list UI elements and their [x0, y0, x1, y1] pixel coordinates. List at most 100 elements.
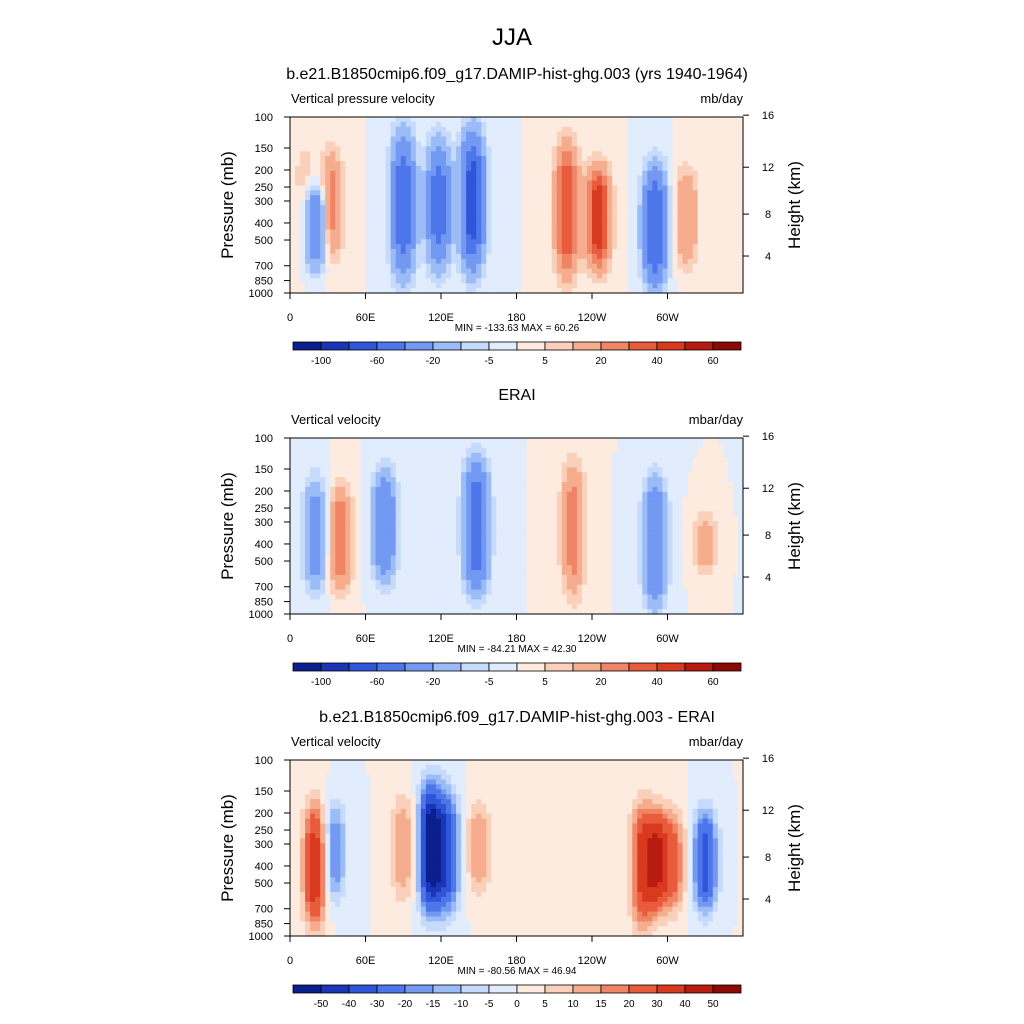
field-cell	[642, 219, 648, 226]
field-cell	[420, 121, 427, 128]
field-cell	[667, 205, 674, 211]
field-cell	[375, 530, 382, 537]
field-cell	[737, 175, 744, 182]
field-cell	[330, 477, 336, 483]
field-cell	[365, 234, 372, 240]
field-cell	[355, 200, 362, 206]
field-cell	[425, 190, 432, 196]
field-cell	[561, 180, 568, 187]
field-cell	[481, 535, 487, 542]
field-cell	[516, 467, 523, 473]
field-cell	[380, 205, 387, 211]
field-cell	[667, 185, 674, 191]
field-cell	[506, 521, 513, 527]
field-cell	[435, 180, 442, 187]
field-cell	[446, 506, 452, 512]
field-cell	[541, 273, 548, 279]
field-cell	[425, 229, 432, 235]
field-cell	[456, 506, 462, 512]
field-cell	[415, 589, 422, 596]
field-cell	[546, 224, 553, 231]
field-cell	[672, 205, 679, 211]
field-cell	[526, 249, 533, 255]
field-cell	[737, 278, 744, 284]
field-cell	[320, 467, 326, 473]
field-cell	[511, 121, 518, 128]
field-cell	[390, 219, 397, 226]
field-cell	[315, 229, 321, 235]
right-tick-label: 8	[765, 209, 771, 221]
field-cell	[506, 200, 513, 206]
field-cell	[410, 263, 417, 270]
field-cell	[345, 146, 351, 152]
field-cell	[405, 190, 412, 196]
field-cell	[305, 258, 311, 265]
field-cell	[405, 530, 412, 537]
field-cell	[350, 229, 357, 235]
field-cell	[536, 200, 543, 206]
field-cell	[441, 170, 447, 177]
field-cell	[410, 249, 417, 255]
field-cell	[647, 151, 653, 157]
field-cell	[581, 253, 588, 260]
field-cell	[602, 141, 608, 147]
field-cell	[395, 486, 402, 493]
field-cell	[415, 249, 422, 255]
field-cell	[405, 136, 412, 143]
field-cell	[677, 146, 684, 152]
field-cell	[707, 249, 714, 255]
field-cell	[506, 545, 513, 552]
field-cell	[566, 253, 573, 260]
field-cell	[496, 511, 502, 517]
field-cell	[481, 521, 487, 527]
field-cell	[365, 550, 372, 556]
field-cell	[461, 442, 467, 449]
field-cell	[501, 185, 508, 191]
field-cell	[340, 156, 346, 162]
field-cell	[315, 136, 321, 143]
field-cell	[435, 501, 442, 508]
field-cell	[375, 190, 382, 196]
field-cell	[471, 205, 477, 211]
field-cell	[632, 170, 638, 177]
field-cell	[380, 447, 387, 454]
field-cell	[481, 180, 487, 187]
field-cell	[435, 190, 442, 196]
field-cell	[410, 200, 417, 206]
field-cell	[471, 516, 477, 522]
field-cell	[350, 117, 357, 123]
field-cell	[461, 146, 467, 152]
field-cell	[692, 190, 699, 196]
field-cell	[360, 126, 367, 133]
field-cell	[370, 604, 377, 610]
field-cell	[541, 278, 548, 284]
field-cell	[365, 253, 372, 260]
field-cell	[415, 477, 422, 483]
field-cell	[330, 131, 336, 138]
field-cell	[491, 234, 497, 240]
field-cell	[491, 268, 497, 275]
field-cell	[702, 288, 709, 294]
field-cell	[476, 599, 482, 605]
field-cell	[456, 190, 462, 196]
field-cell	[481, 253, 487, 260]
field-cell	[566, 165, 573, 172]
field-cell	[360, 550, 367, 556]
field-cell	[425, 511, 432, 517]
field-cell	[310, 219, 316, 226]
field-cell	[360, 249, 367, 255]
field-cell	[395, 462, 402, 468]
field-cell	[400, 496, 407, 503]
field-cell	[395, 121, 402, 128]
field-cell	[340, 570, 346, 576]
field-cell	[310, 599, 316, 605]
field-cell	[410, 574, 417, 581]
field-cell	[365, 501, 372, 508]
field-cell	[405, 258, 412, 265]
field-cell	[521, 161, 528, 167]
field-cell	[410, 609, 417, 615]
field-cell	[355, 496, 362, 503]
field-cell	[722, 161, 729, 167]
field-cell	[300, 268, 306, 275]
field-cell	[451, 609, 457, 615]
